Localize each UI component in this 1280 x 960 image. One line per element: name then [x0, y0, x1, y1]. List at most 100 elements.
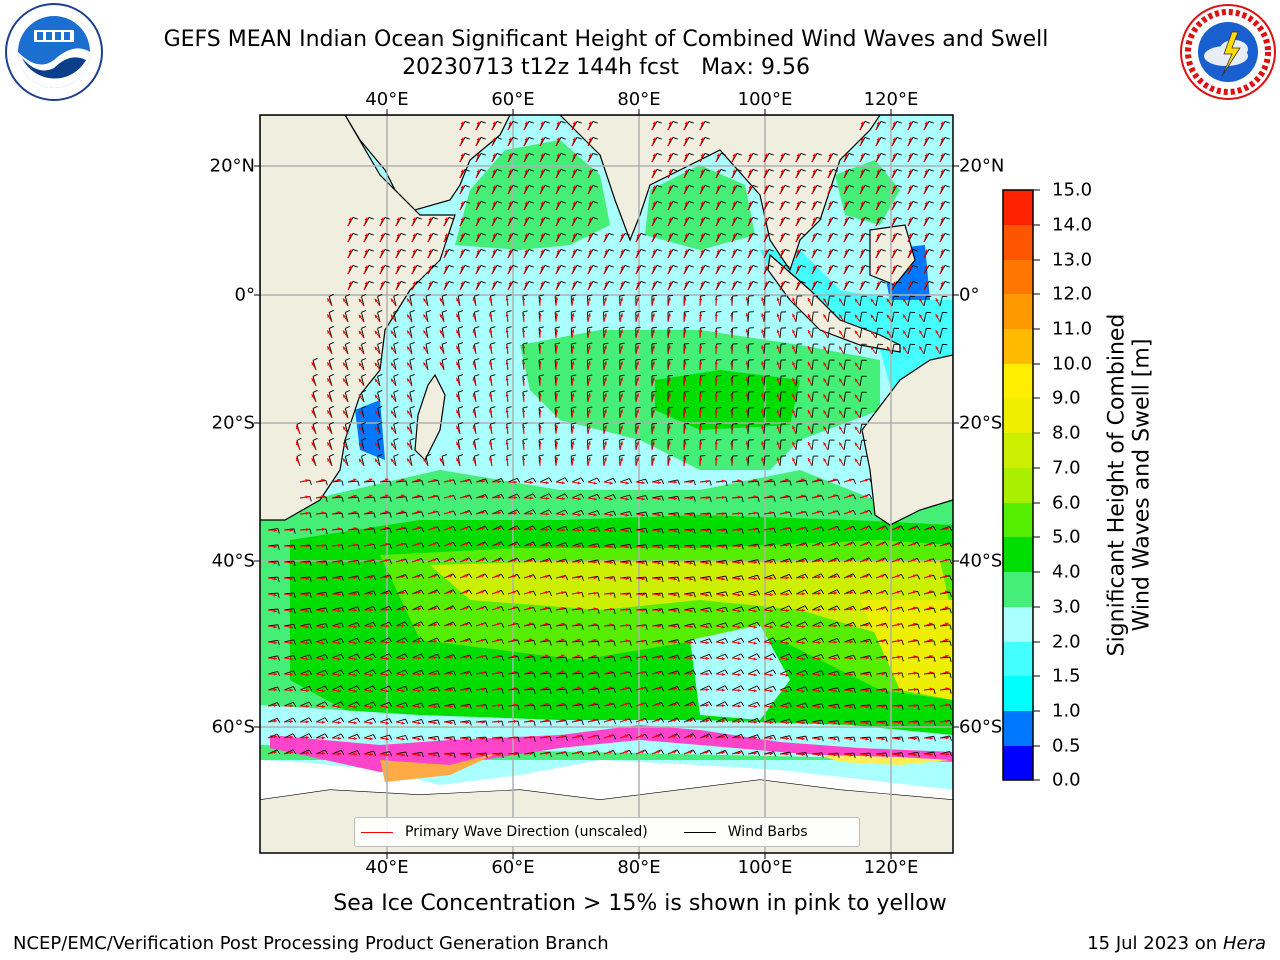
wave-direction-arrowhead — [449, 494, 453, 498]
wave-direction-arrowhead — [572, 185, 576, 190]
wave-direction-arrowhead — [716, 201, 720, 206]
wave-direction-arrowhead — [492, 249, 496, 254]
wind-barb — [811, 360, 814, 371]
wave-direction-arrowhead — [714, 393, 718, 397]
wave-direction-arrowhead — [456, 361, 460, 366]
wave-direction-arrowhead — [854, 298, 859, 303]
wave-direction-arrowhead — [522, 313, 526, 317]
wind-barb — [779, 312, 782, 323]
wind-barb-flag — [528, 232, 534, 236]
wave-direction-arrowhead — [327, 378, 331, 382]
wave-direction-arrowhead — [839, 362, 843, 366]
wave-direction-arrowhead — [732, 265, 736, 270]
wave-direction-arrowhead — [698, 441, 703, 445]
wave-direction-arrowhead — [554, 393, 559, 397]
wind-barb — [523, 477, 534, 483]
wave-direction-arrowhead — [522, 425, 526, 429]
wave-direction-arrowhead — [444, 217, 448, 222]
wave-direction-arrowhead — [700, 121, 704, 126]
wave-direction-arrowhead — [940, 201, 944, 206]
wind-barb-flag — [640, 280, 646, 284]
wave-direction-arrowhead — [651, 377, 655, 381]
wave-direction-arrowhead — [924, 233, 928, 238]
wave-direction-arrowhead — [876, 169, 880, 174]
wind-barb — [843, 456, 847, 467]
wind-barb — [361, 312, 365, 323]
wind-barb-flag — [538, 326, 544, 329]
wind-barb-flag — [587, 310, 593, 313]
wave-direction-arrowhead — [505, 409, 509, 413]
wind-barb — [891, 312, 895, 323]
wave-direction-arrowhead — [604, 281, 608, 286]
wind-barb-flag — [619, 406, 625, 409]
wave-direction-arrowhead — [449, 479, 453, 483]
wind-barb-flag — [725, 480, 728, 486]
wind-barb-flag — [538, 358, 544, 361]
sea-ice-yellow — [820, 755, 950, 765]
wave-direction-arrowhead — [796, 265, 800, 270]
wave-direction-arrowhead — [700, 281, 704, 286]
wave-direction-arrowhead — [554, 297, 559, 301]
wave-direction-arrowhead — [807, 425, 811, 430]
wave-direction-arrowhead — [412, 249, 416, 254]
wave-direction-arrowhead — [423, 362, 427, 366]
wave-direction-arrowhead — [796, 185, 800, 190]
wind-barb-flag — [928, 200, 934, 204]
wind-barb-flag — [377, 389, 383, 393]
wind-barb — [827, 408, 830, 419]
wave-direction-arrowhead — [492, 233, 496, 238]
wave-direction-arrowhead — [792, 409, 796, 414]
wind-barb — [779, 424, 782, 435]
wave-direction-arrowhead — [619, 361, 624, 365]
wave-direction-arrowhead — [796, 217, 800, 222]
wave-direction-arrowhead — [492, 153, 496, 158]
wind-barb-flag — [328, 405, 334, 409]
wind-barb — [811, 296, 814, 307]
wave-direction-arrowhead — [380, 217, 384, 222]
wind-barb-flag — [432, 232, 438, 236]
wind-barb-flag — [576, 168, 582, 172]
wave-direction-arrowhead — [716, 233, 720, 238]
wave-direction-arrowhead — [508, 121, 512, 126]
wave-direction-arrowhead — [603, 345, 607, 349]
wave-direction-arrowhead — [337, 478, 341, 482]
wind-barb-flag — [784, 168, 790, 172]
wind-barb — [393, 360, 397, 371]
wave-direction-arrowhead — [505, 345, 509, 349]
wave-direction-arrowhead — [652, 249, 656, 254]
wind-barb-flag — [789, 480, 792, 486]
wind-barb — [939, 312, 943, 323]
wind-barb-flag — [409, 358, 415, 361]
wind-barb-flag — [328, 293, 334, 297]
wave-direction-arrowhead — [374, 394, 378, 399]
wave-direction-arrowhead — [619, 457, 624, 461]
wind-barb — [859, 408, 863, 419]
wave-direction-arrowhead — [587, 329, 591, 333]
wind-barb-flag — [416, 264, 422, 268]
wind-barb-flag — [736, 216, 742, 220]
wind-barb-flag — [912, 232, 918, 236]
wind-barb-flag — [635, 342, 641, 345]
wind-barb-flag — [522, 390, 528, 393]
wave-direction-arrowhead — [524, 153, 528, 158]
wind-barb-flag — [656, 168, 662, 172]
wind-barb-flag — [528, 280, 534, 284]
wind-barb — [939, 328, 943, 339]
wave-direction-arrowhead — [390, 346, 394, 351]
wind-barb-flag — [592, 168, 598, 172]
wind-barb — [875, 328, 879, 339]
wave-direction-arrowhead — [698, 313, 703, 317]
wave-direction-arrowhead — [556, 217, 560, 222]
wind-barb — [779, 440, 782, 451]
wind-barb-flag — [635, 358, 641, 361]
wave-direction-arrowhead — [572, 169, 576, 174]
wind-barb-flag — [328, 309, 334, 313]
wave-direction-arrowhead — [472, 377, 476, 381]
wave-direction-arrowhead — [412, 265, 416, 270]
wave-direction-arrowhead — [651, 297, 655, 301]
wave-direction-arrowhead — [761, 297, 765, 301]
wave-direction-arrowhead — [940, 233, 944, 238]
wave-direction-arrowhead — [684, 153, 688, 158]
wave-direction-arrowhead — [343, 298, 347, 302]
wind-barb-flag — [832, 216, 838, 220]
